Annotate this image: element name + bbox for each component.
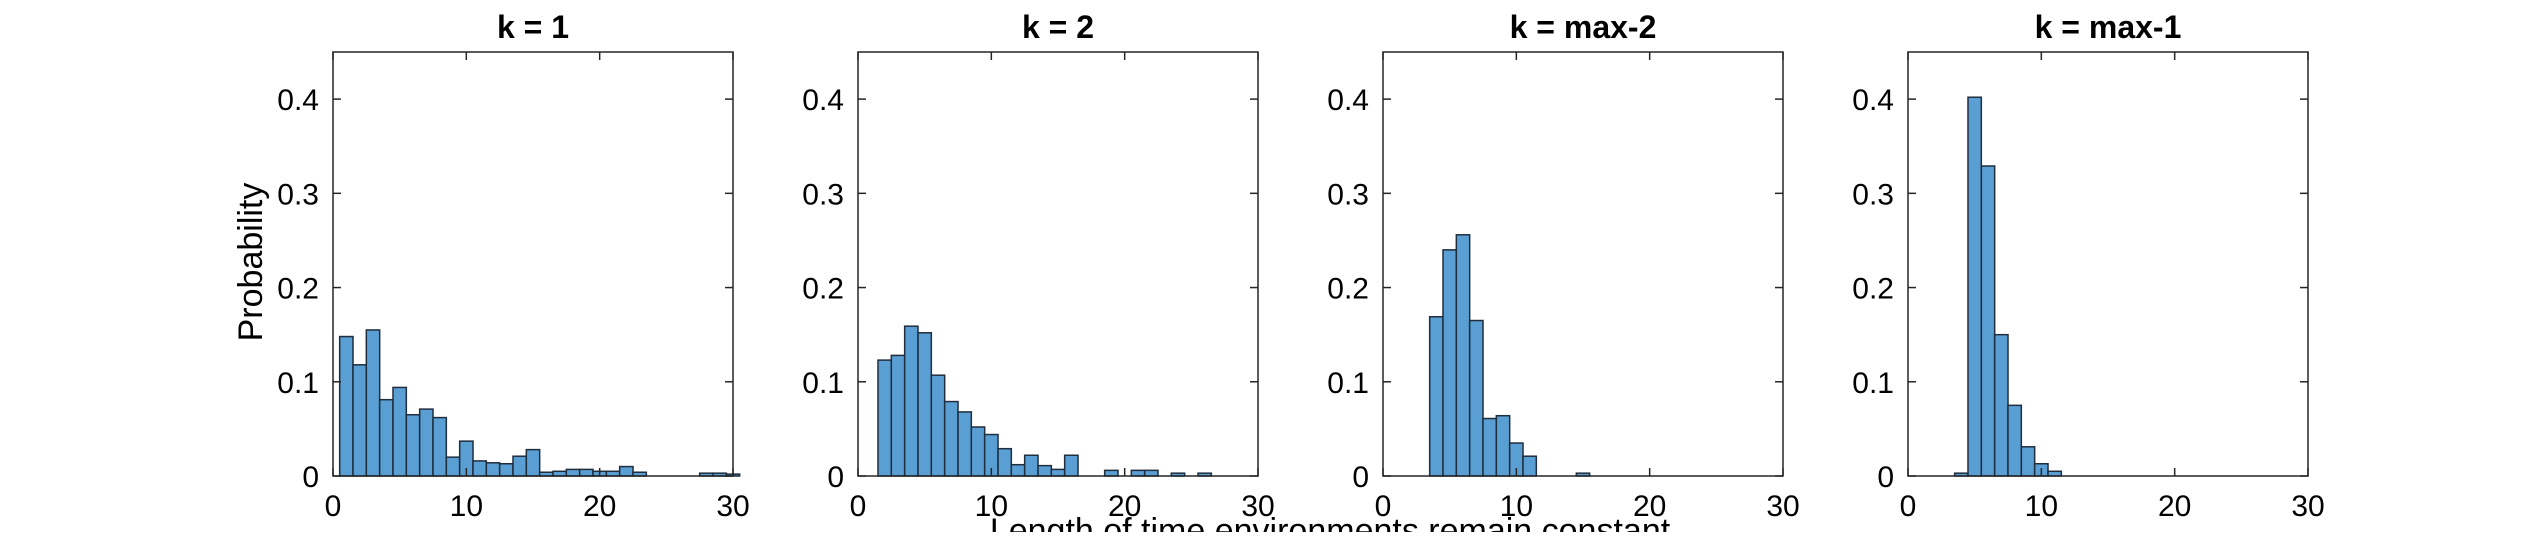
histogram-bar [997, 447, 1013, 477]
axes-box [1907, 51, 2309, 477]
panel-title: k = max-2 [1510, 9, 1657, 45]
histogram-bar [917, 332, 933, 477]
panel-title: k = 2 [1022, 9, 1094, 45]
histogram-bar [338, 335, 354, 477]
x-tick-label: 20 [583, 490, 616, 523]
y-tick-label: 0.2 [277, 273, 319, 306]
histogram-bar [1522, 455, 1538, 477]
histogram-bar [1428, 316, 1444, 477]
y-tick-label: 0.4 [1852, 84, 1894, 117]
y-tick-label: 0 [1877, 461, 1894, 494]
y-tick-label: 0.4 [1327, 84, 1369, 117]
y-tick-label: 0.4 [802, 84, 844, 117]
histogram-bar [392, 386, 408, 477]
y-tick-label: 0.1 [1327, 367, 1369, 400]
histogram-bar [1063, 454, 1079, 477]
histogram-bar [1993, 333, 2009, 477]
x-tick-label: 10 [1500, 490, 1533, 523]
histogram-bar [1050, 468, 1066, 477]
histogram-bar [1495, 414, 1511, 477]
histogram-bar [970, 426, 986, 477]
axes-box [332, 51, 734, 477]
histogram-bar [1143, 469, 1159, 477]
histogram-bar [957, 411, 973, 477]
x-tick-label: 20 [1108, 490, 1141, 523]
histogram-bar [432, 416, 448, 477]
histogram-bar [405, 414, 421, 477]
histogram-bar [1010, 463, 1026, 477]
axes-box [857, 51, 1259, 477]
x-tick-label: 0 [850, 490, 867, 523]
x-tick-label: 30 [1241, 490, 1274, 523]
x-tick-label: 0 [1375, 490, 1392, 523]
histogram-bar [1468, 319, 1484, 477]
histogram-bar [1442, 249, 1458, 477]
x-tick-label: 0 [325, 490, 342, 523]
histogram-bar [1037, 464, 1053, 477]
histogram-bar [1455, 234, 1471, 477]
y-tick-label: 0.1 [1852, 367, 1894, 400]
histogram-panel-4: 0 10 20 30 0 0.1 0.2 0.3 0.4 k = max-1 [1852, 9, 2324, 523]
y-tick-label: 0 [827, 461, 844, 494]
histogram-bar [498, 463, 514, 477]
figure-xlabel: Length of time environments remain const… [990, 512, 1671, 532]
y-tick-label: 0.3 [802, 178, 844, 211]
histogram-bar [578, 468, 594, 477]
histogram-bar [378, 398, 394, 477]
histogram-bar [903, 325, 919, 477]
histogram-bar [1967, 96, 1983, 477]
panel-title: k = max-1 [2035, 9, 2182, 45]
histogram-bar [1023, 454, 1039, 477]
histogram-bar [472, 460, 488, 477]
histogram-panel-1: 0 10 20 30 0 0.1 0.2 0.3 0.4 k = 1 [277, 9, 749, 523]
figure-ylabel: Probability [232, 183, 270, 342]
histogram-bar [445, 456, 461, 477]
y-tick-label: 0.1 [277, 367, 319, 400]
y-tick-label: 0 [302, 461, 319, 494]
x-tick-label: 10 [975, 490, 1008, 523]
x-tick-label: 20 [2158, 490, 2191, 523]
y-tick-label: 0.4 [277, 84, 319, 117]
x-tick-label: 30 [716, 490, 749, 523]
y-tick-label: 0.3 [277, 178, 319, 211]
histogram-bar [2007, 404, 2023, 477]
histogram-bar [1980, 165, 1996, 477]
x-tick-label: 20 [1633, 490, 1666, 523]
histogram-bar [565, 468, 581, 477]
histogram-bar [2020, 446, 2036, 477]
y-tick-label: 0.2 [802, 273, 844, 306]
y-tick-label: 0.1 [802, 367, 844, 400]
histogram-panel-2: 0 10 20 30 0 0.1 0.2 0.3 0.4 k = 2 [802, 9, 1274, 523]
x-tick-label: 0 [1900, 490, 1917, 523]
y-tick-label: 0.2 [1852, 273, 1894, 306]
histogram-bar [943, 400, 959, 477]
x-tick-label: 10 [450, 490, 483, 523]
histogram-bar [877, 359, 893, 477]
histogram-bar [512, 455, 528, 477]
y-tick-label: 0 [1352, 461, 1369, 494]
histogram-bar [930, 374, 946, 477]
histogram-bar [418, 408, 434, 477]
histogram-bar [1103, 469, 1119, 477]
panel-title: k = 1 [497, 9, 569, 45]
x-tick-label: 30 [2291, 490, 2324, 523]
y-tick-label: 0.2 [1327, 273, 1369, 306]
axes-box [1382, 51, 1784, 477]
y-tick-label: 0.3 [1327, 178, 1369, 211]
histogram-bar [352, 364, 368, 477]
histogram-bar [1482, 417, 1498, 477]
histogram-bar [485, 462, 501, 477]
histogram-bar [618, 465, 634, 477]
histogram-bar [1130, 469, 1146, 477]
x-tick-label: 30 [1766, 490, 1799, 523]
histogram-bar [525, 448, 541, 477]
y-tick-label: 0.3 [1852, 178, 1894, 211]
histogram-bar [365, 329, 381, 477]
x-tick-label: 10 [2025, 490, 2058, 523]
histogram-bar [890, 354, 906, 477]
histogram-panel-3: 0 10 20 30 0 0.1 0.2 0.3 0.4 k = max-2 [1327, 9, 1799, 523]
